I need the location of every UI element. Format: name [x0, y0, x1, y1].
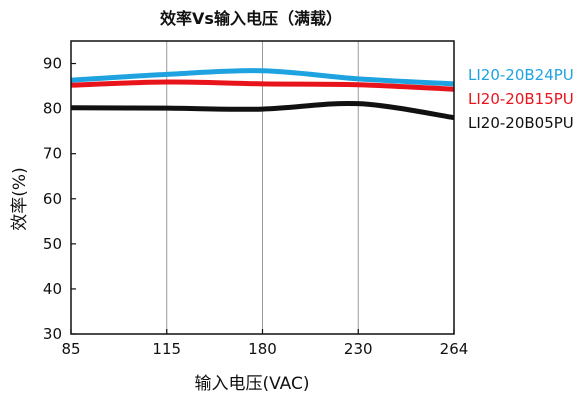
- chart-title: 效率Vs输入电压（满载）: [160, 9, 342, 28]
- x-axis-title: 输入电压(VAC): [194, 374, 309, 394]
- legend-item-1: LI20-20B24PU: [468, 66, 574, 84]
- x-tick-labels: 85 115 180 230 264: [61, 329, 468, 358]
- series-lines: [70, 68, 455, 121]
- y-tick-label: 40: [43, 280, 62, 298]
- x-tick-label: 85: [61, 340, 80, 358]
- grid-lines: [166, 41, 359, 334]
- y-tick-label: 90: [43, 55, 62, 73]
- legend-item-2: LI20-20B15PU: [468, 90, 574, 108]
- x-tick-label: 115: [152, 340, 181, 358]
- y-tick-label: 80: [43, 100, 62, 118]
- y-tick-labels: 30 40 50 60 70 80 90: [43, 55, 76, 343]
- y-axis-title: 效率(%): [10, 167, 30, 230]
- x-tick-label: 264: [440, 340, 469, 358]
- series-line-1: [70, 68, 455, 87]
- series-line-3: [70, 100, 455, 121]
- legend: LI20-20B24PU LI20-20B15PU LI20-20B05PU: [468, 66, 574, 132]
- x-tick-label: 180: [248, 340, 277, 358]
- legend-item-3: LI20-20B05PU: [468, 114, 574, 132]
- y-tick-label: 30: [43, 325, 62, 343]
- y-tick-label: 50: [43, 235, 62, 253]
- y-tick-label: 70: [43, 145, 62, 163]
- x-tick-label: 230: [344, 340, 373, 358]
- y-tick-label: 60: [43, 190, 62, 208]
- series-line-2: [70, 79, 455, 92]
